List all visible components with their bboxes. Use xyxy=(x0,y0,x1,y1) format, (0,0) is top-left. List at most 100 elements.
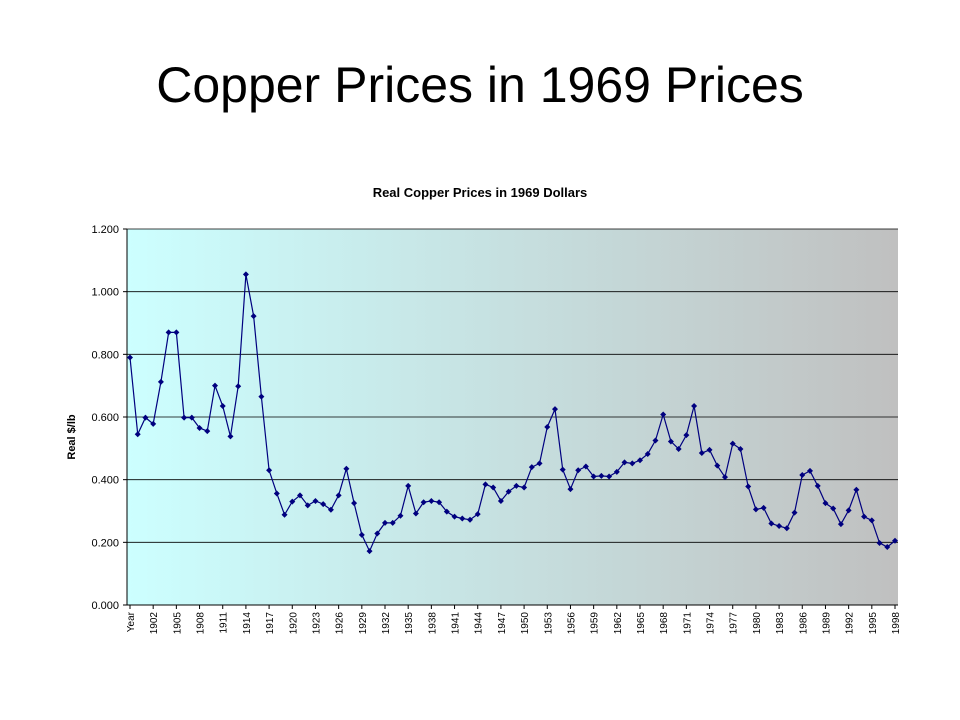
data-point xyxy=(552,406,558,413)
data-point xyxy=(258,393,265,400)
data-point xyxy=(768,520,775,527)
data-point xyxy=(637,457,643,464)
data-point xyxy=(830,505,837,512)
data-point xyxy=(297,492,303,499)
data-point xyxy=(691,403,698,410)
x-tick-label: 1917 xyxy=(265,612,276,635)
x-tick-label: 1911 xyxy=(219,612,230,634)
data-point xyxy=(157,378,164,385)
data-point xyxy=(791,509,798,516)
x-tick-label: 1995 xyxy=(868,612,879,635)
data-point xyxy=(722,474,728,481)
data-point xyxy=(196,424,203,431)
data-point xyxy=(892,537,898,544)
data-point xyxy=(853,486,860,493)
y-tick-label: 0.600 xyxy=(91,412,119,424)
x-tick-label: 1944 xyxy=(474,612,485,635)
data-point xyxy=(397,512,404,519)
data-point xyxy=(807,467,813,474)
data-point xyxy=(266,467,273,474)
data-point xyxy=(660,411,667,418)
data-point xyxy=(366,548,373,555)
y-tick-label: 0.800 xyxy=(91,349,119,361)
data-point xyxy=(127,354,133,361)
data-point xyxy=(142,414,149,421)
data-point xyxy=(428,497,435,504)
data-point xyxy=(706,446,713,453)
y-tick-label: 0.000 xyxy=(91,600,119,612)
data-point xyxy=(181,414,188,421)
data-point xyxy=(582,463,589,470)
data-point xyxy=(405,482,412,489)
data-point xyxy=(490,484,497,491)
y-axis-label: Real $/lb xyxy=(66,414,78,460)
data-point xyxy=(613,468,620,475)
x-tick-label: 1974 xyxy=(706,612,717,635)
data-point xyxy=(443,508,450,515)
x-tick-label: 1956 xyxy=(566,612,577,635)
axes xyxy=(126,229,898,606)
y-tick-label: 0.200 xyxy=(91,537,119,549)
data-point xyxy=(273,490,280,497)
x-tick-label: 1962 xyxy=(613,612,624,635)
data-point xyxy=(799,471,806,478)
chart-title: Real Copper Prices in 1969 Dollars xyxy=(373,185,588,200)
data-point xyxy=(374,530,381,537)
data-point xyxy=(644,450,651,457)
x-tick-label: Year xyxy=(126,611,137,632)
x-tick-label: 1908 xyxy=(196,612,207,635)
x-tick-label: 1938 xyxy=(427,612,438,635)
series-line xyxy=(129,274,896,553)
data-point xyxy=(482,481,489,488)
data-point xyxy=(467,516,473,523)
data-point xyxy=(745,483,752,490)
gridlines xyxy=(123,228,898,606)
data-point xyxy=(652,437,659,444)
data-point xyxy=(752,506,759,513)
data-point xyxy=(304,502,311,509)
data-point xyxy=(683,432,690,439)
y-tick-labels: 0.000 0.200 0.400 0.600 0.800 1.000 1.200 xyxy=(91,224,119,612)
data-point xyxy=(358,531,365,538)
data-point xyxy=(335,492,342,499)
x-tick-label: 1965 xyxy=(636,612,647,635)
data-point xyxy=(320,501,327,508)
slide-title: Copper Prices in 1969 Prices xyxy=(156,57,804,113)
data-point xyxy=(822,500,829,507)
data-point xyxy=(544,424,551,431)
x-tick-label: 1923 xyxy=(311,612,322,635)
data-point xyxy=(536,460,543,467)
data-point xyxy=(760,504,767,511)
data-point xyxy=(629,460,636,467)
data-point xyxy=(134,431,141,438)
data-point xyxy=(698,450,705,457)
x-tick-label: 1902 xyxy=(149,612,160,635)
data-point xyxy=(559,466,566,473)
data-point xyxy=(814,482,821,489)
x-tick-label: 1968 xyxy=(659,612,670,635)
x-tick-label: 1986 xyxy=(798,612,809,635)
data-point xyxy=(876,539,883,546)
data-point xyxy=(250,313,257,320)
data-point xyxy=(173,329,180,336)
data-point xyxy=(776,523,783,530)
data-point xyxy=(389,519,396,526)
x-tick-label: 1959 xyxy=(590,612,601,635)
data-point xyxy=(212,382,218,389)
x-tick-label: 1914 xyxy=(242,612,253,635)
data-point xyxy=(621,459,628,466)
x-tick-label: 1980 xyxy=(752,612,763,635)
data-point xyxy=(868,517,875,524)
copper-price-chart: Real Copper Prices in 1969 Dollars 0.000… xyxy=(66,185,902,635)
y-tick-label: 1.200 xyxy=(91,224,119,236)
x-tick-label: 1953 xyxy=(543,612,554,635)
data-point xyxy=(505,488,512,495)
x-tick-label: 1920 xyxy=(288,612,299,635)
data-point xyxy=(714,462,721,469)
data-point xyxy=(459,515,466,522)
x-tick-label: 1977 xyxy=(729,612,740,635)
y-tick-label: 1.000 xyxy=(91,287,119,299)
data-point xyxy=(845,507,852,514)
data-point xyxy=(327,506,334,513)
data-point xyxy=(861,513,868,520)
